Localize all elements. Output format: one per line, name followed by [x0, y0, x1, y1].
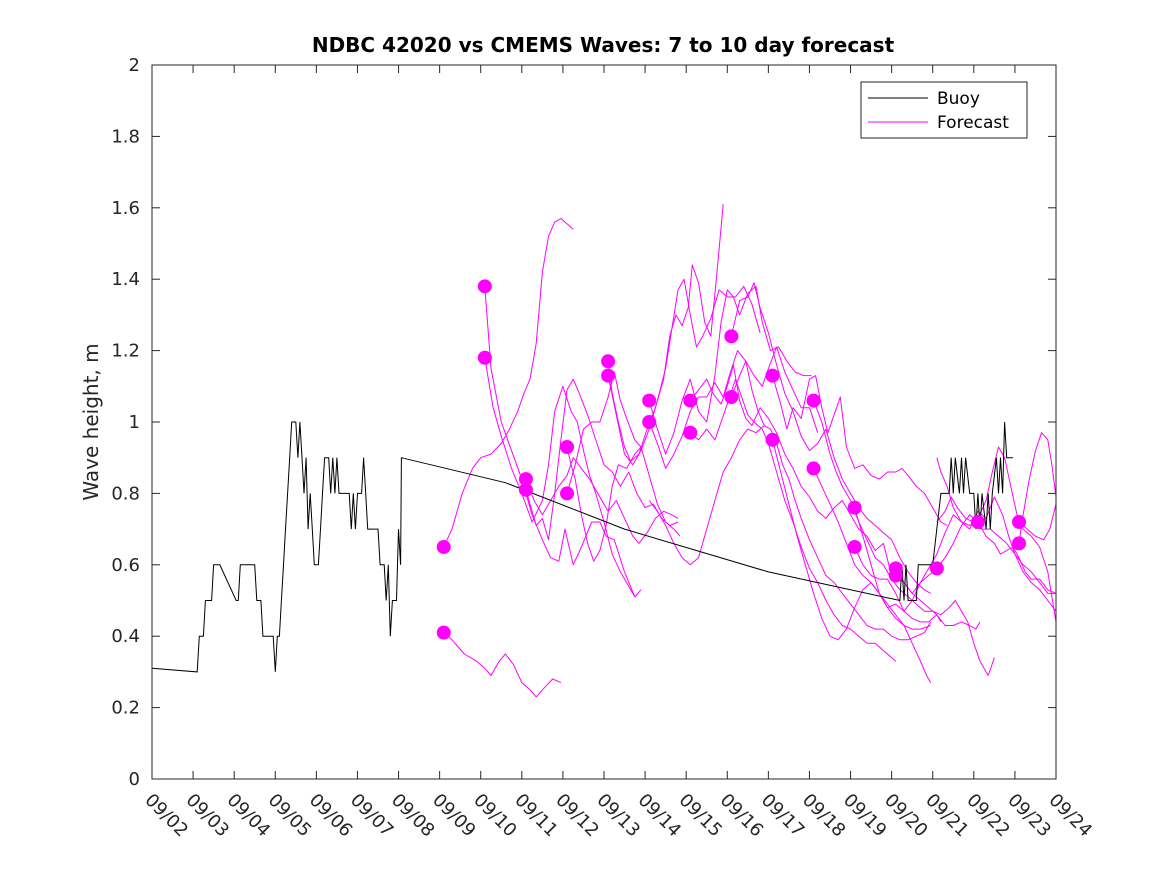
forecast-start-marker [642, 393, 657, 408]
forecast-start-marker [560, 439, 575, 454]
legend: Buoy Forecast [860, 81, 1028, 139]
forecast-line [854, 546, 942, 623]
y-tick-label: 1 [129, 412, 140, 433]
forecast-start-marker [477, 279, 492, 294]
forecast-line [484, 286, 642, 598]
forecast-line [484, 357, 636, 598]
forecast-line [648, 425, 765, 566]
forecast-start-marker [765, 368, 780, 383]
y-axis: 0 0.2 0.4 0.6 0.8 1 1.2 1.4 1.6 1.8 2 [111, 55, 1056, 790]
forecast-start-marker [642, 415, 657, 429]
y-tick-label: 0.6 [111, 555, 140, 576]
forecast-start-marker [683, 393, 698, 408]
forecast-start-marker [1012, 514, 1027, 529]
forecast-start-marker [806, 393, 821, 408]
buoy-line [151, 421, 1013, 673]
forecast-line [648, 285, 812, 455]
forecast-line [730, 360, 932, 641]
forecast-line [936, 446, 1057, 622]
forecast-start-marker [724, 329, 739, 344]
forecast-line [443, 632, 562, 698]
y-tick-label: 1.8 [111, 126, 140, 147]
forecast-start-marker [970, 514, 985, 529]
forecast-start-marker [518, 482, 533, 497]
forecast-start-marker [724, 390, 739, 405]
forecast-start-marker [477, 350, 492, 365]
legend-box [860, 81, 1028, 139]
y-tick-label: 0.2 [111, 698, 140, 719]
y-tick-label: 1.6 [111, 198, 140, 219]
forecast-line [1018, 432, 1057, 544]
legend-label-forecast: Forecast [937, 113, 1009, 133]
forecast-line [730, 282, 931, 594]
forecast-start-markers [436, 279, 1027, 640]
y-tick-label: 1.2 [111, 341, 140, 362]
forecast-line [566, 446, 681, 562]
forecast-line [443, 218, 574, 548]
y-tick-label: 0.8 [111, 483, 140, 504]
forecast-start-marker [436, 539, 451, 554]
forecast-start-marker [601, 354, 616, 369]
forecast-line [854, 496, 1057, 612]
y-tick-label: 1.4 [111, 269, 140, 290]
forecast-start-marker [436, 625, 451, 640]
forecast-start-marker [518, 472, 533, 487]
forecast-line [607, 204, 724, 462]
forecast-line [895, 575, 981, 630]
plot-frame [151, 64, 1057, 780]
forecast-line [566, 371, 642, 494]
forecast-start-marker [929, 561, 944, 576]
plot-area [152, 65, 1056, 779]
forecast-start-marker [847, 500, 862, 515]
forecast-line [689, 378, 897, 662]
forecast-line [689, 364, 893, 576]
y-tick-label: 0 [129, 769, 140, 790]
forecast-line [1018, 503, 1057, 541]
forecast-start-marker [560, 486, 575, 501]
forecast-start-marker [847, 539, 862, 554]
forecast-start-marker [601, 368, 616, 383]
chart-title: NDBC 42020 vs CMEMS Waves: 7 to 10 day f… [312, 33, 895, 57]
forecast-start-marker [1012, 536, 1027, 551]
legend-label-buoy: Buoy [937, 89, 980, 109]
forecast-line [936, 496, 1056, 594]
forecast-line [772, 375, 948, 526]
forecast-line [813, 468, 932, 683]
forecast-line [525, 378, 679, 541]
y-tick-label: 2 [129, 55, 140, 76]
y-axis-label: Wave height, m [79, 343, 103, 500]
forecast-line [525, 457, 679, 544]
forecast-start-marker [765, 432, 780, 447]
forecast-line [648, 346, 819, 469]
y-tick-label: 0.4 [111, 626, 140, 647]
series-layer [151, 204, 1057, 698]
forecast-start-marker [888, 568, 903, 583]
forecast-start-marker [683, 425, 698, 440]
forecast-start-marker [806, 461, 821, 476]
